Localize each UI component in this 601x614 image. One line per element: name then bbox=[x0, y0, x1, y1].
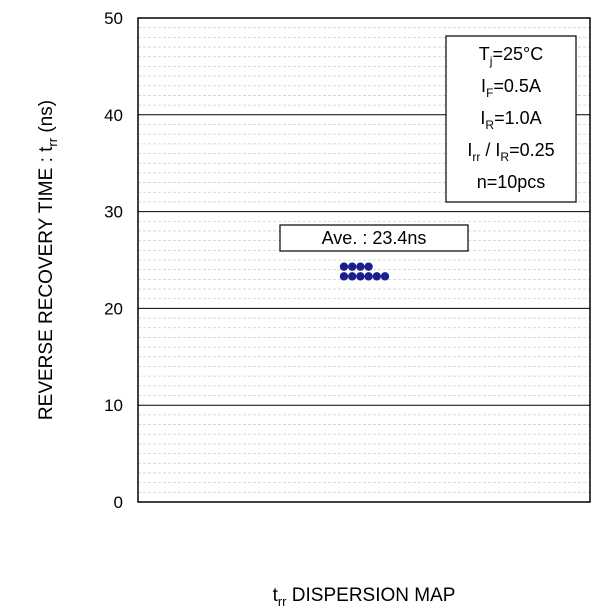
x-axis-title: trr DISPERSION MAP bbox=[273, 585, 456, 609]
y-tick-label: 10 bbox=[104, 396, 123, 415]
data-point bbox=[339, 262, 349, 271]
data-point bbox=[348, 262, 357, 271]
data-point bbox=[364, 272, 373, 281]
y-tick-label: 50 bbox=[104, 9, 123, 28]
plot-area-frame bbox=[137, 17, 591, 503]
data-point bbox=[364, 262, 373, 271]
data-point bbox=[380, 272, 390, 281]
data-point bbox=[356, 272, 365, 281]
y-tick-label: 30 bbox=[104, 203, 123, 222]
y-axis-title: REVERSE RECOVERY TIME : trr (ns) bbox=[36, 100, 60, 420]
y-tick-label: 40 bbox=[104, 106, 123, 125]
condition-line: n=10pcs bbox=[477, 172, 546, 192]
y-tick-label: 20 bbox=[104, 299, 123, 318]
conditions-box bbox=[445, 35, 577, 203]
conditions-legend: Tj=25°C IF=0.5A IR=1.0A Irr / IR=0.25 n=10pc… bbox=[445, 35, 577, 203]
data-points bbox=[339, 262, 390, 281]
average-annotation: Ave. : 23.4ns bbox=[279, 224, 469, 252]
condition-line: Irr / IR=0.25 bbox=[467, 140, 554, 164]
data-point bbox=[339, 272, 349, 281]
condition-line: IF=0.5A bbox=[481, 76, 541, 100]
data-point bbox=[372, 272, 381, 281]
condition-line: IR=1.0A bbox=[480, 108, 541, 132]
average-label-box bbox=[279, 224, 469, 252]
major-gridlines bbox=[138, 114, 590, 406]
y-tick-label: 0 bbox=[114, 493, 123, 512]
y-tick-labels: 0 10 20 30 40 50 bbox=[104, 9, 123, 512]
data-point bbox=[348, 272, 357, 281]
average-label: Ave. : 23.4ns bbox=[322, 228, 427, 248]
data-point bbox=[356, 262, 365, 271]
condition-line: Tj=25°C bbox=[479, 44, 543, 68]
